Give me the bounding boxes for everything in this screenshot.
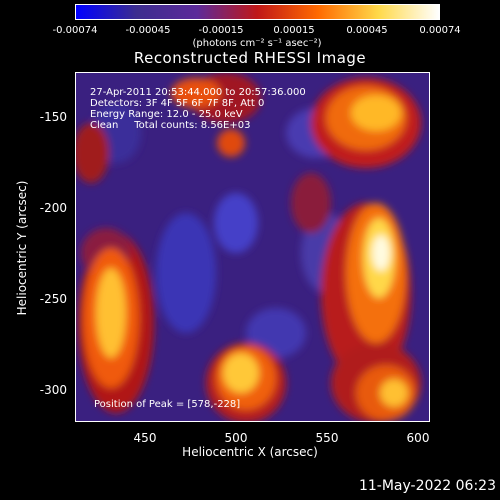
x-tick: 550 [315,431,339,445]
x-axis-label: Heliocentric X (arcsec) [182,445,318,459]
y-tick: -150 [39,110,67,124]
colorbar-tick: -0.00015 [198,25,244,36]
colorbar-tick: -0.00074 [52,25,98,36]
colorbar [75,4,440,20]
peak-intensity-blob [223,353,259,393]
peak-intensity-blob [351,95,401,131]
low-intensity-blob [156,213,216,333]
peak-intensity-blob [96,268,126,358]
mid-intensity-blob [291,173,331,233]
date-stamp: 11-May-2022 06:23 [358,478,496,494]
x-tick: 450 [133,431,157,445]
y-tick: -200 [39,201,67,215]
colorbar-tick: 0.00074 [419,25,461,36]
colorbar-tick: 0.00045 [346,25,388,36]
y-axis-label: Heliocentric Y (arcsec) [15,180,29,316]
mid-intensity-blob [76,123,109,183]
annotation-detectors: Detectors: 3F 4F 5F 6F 7F 8F, Att 0 [90,98,265,109]
y-tick: -300 [39,383,67,397]
rhessi-image: 27-Apr-2011 20:53:44.000 to 20:57:36.000… [75,72,430,422]
annotation-energy-range: Energy Range: 12.0 - 25.0 keV [90,109,243,120]
low-intensity-blob [214,193,258,253]
annotation-peak-position: Position of Peak = [578,-228] [94,399,241,410]
high-intensity-blob [171,78,221,108]
colorbar-units: (photons cm⁻² s⁻¹ asec⁻²) [192,38,322,49]
annotation-time-range: 27-Apr-2011 20:53:44.000 to 20:57:36.000 [90,87,306,98]
y-tick: -250 [39,292,67,306]
annotation-clean-counts: Clean Total counts: 8.56E+03 [90,120,251,131]
colorbar-tick: -0.00045 [125,25,171,36]
x-tick: 500 [224,431,248,445]
low-intensity-blob [246,308,306,358]
high-intensity-blob [217,129,245,157]
peak-intensity-blob [380,379,408,407]
peak-core-blob [372,235,390,271]
image-title: Reconstructed RHESSI Image [133,49,367,67]
colorbar-tick: 0.00015 [273,25,315,36]
x-tick: 600 [406,431,430,445]
